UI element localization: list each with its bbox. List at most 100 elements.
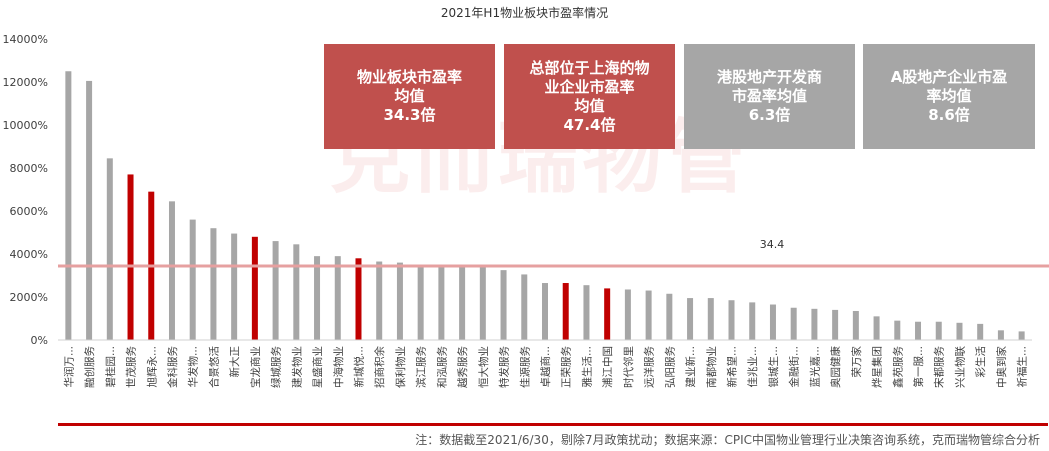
bar [189,219,196,340]
callout-line: 业企业市盈率 [544,77,635,96]
callout-line: 47.4倍 [563,115,616,134]
bar [769,304,776,340]
bar [583,285,590,340]
bar [396,262,403,340]
callout-line: 率均值 [926,87,972,105]
average-line-label: 34.4 [760,238,785,251]
stat-callout: 物业板块市盈率 均值 34.3倍 [324,44,495,149]
x-tick-label: 卓越商... [539,346,552,388]
bar [977,323,984,341]
bar [811,308,818,340]
footnote: 注：数据截至2021/6/30，剔除7月政策扰动；数据来源：CPIC中国物业管理… [415,433,1040,447]
x-tick-label: 远洋服务 [643,346,656,388]
bar [624,289,631,340]
callout-line: 总部位于上海的物 [529,58,650,77]
bar [127,174,134,340]
bar [376,261,383,340]
x-tick-label: 彩生活 [974,346,987,378]
bar [915,321,922,340]
bar [645,290,652,340]
bar [500,270,507,341]
bar [334,256,341,340]
y-tick-label: 10000% [3,119,48,132]
x-tick-label: 融创服务 [83,346,96,388]
x-tick-label: 金科服务 [166,346,179,388]
chart-title: 2021年H1物业板块市盈率情况 [440,6,609,20]
bar [355,258,362,340]
callout-line: 港股地产开发商 [716,68,822,86]
bar [790,307,797,340]
x-tick-label: 荣万家 [850,346,863,378]
bar [852,310,859,340]
bar [251,236,258,340]
y-tick-label: 4000% [10,248,48,261]
y-tick-label: 0% [31,334,48,347]
x-tick-label: 新城悦... [352,346,365,388]
x-tick-label: 浦江中国 [601,346,614,388]
x-tick-label: 华发物... [187,346,200,388]
bar [997,330,1004,340]
bar [65,71,72,340]
bar [106,158,113,340]
x-tick-label: 宝龙商业 [249,346,262,388]
bar [1018,331,1025,340]
callout-line: 均值 [394,87,425,105]
x-tick-label: 碧桂园... [104,346,117,388]
bar [935,321,942,340]
bar [728,300,735,340]
x-tick-label: 世茂服务 [125,346,138,388]
y-tick-label: 8000% [10,162,48,175]
x-tick-label: 第一服... [912,346,925,388]
bar [86,80,93,341]
y-tick-label: 14000% [3,33,48,46]
bar [604,288,611,340]
bar [832,309,839,340]
callout-line: 均值 [574,96,605,115]
x-tick-label: 招商积余 [373,346,386,388]
bar [707,298,714,340]
x-tick-label: 烨星集团 [871,346,884,388]
bar [438,265,445,340]
bar [168,201,175,340]
bar [873,316,880,340]
bar [231,233,238,340]
x-tick-label: 和泓服务 [435,346,448,388]
x-tick-label: 祈福生... [1016,346,1029,388]
x-tick-label: 越秀服务 [456,346,469,388]
bar [459,265,466,340]
x-tick-label: 恒大物业 [477,346,490,388]
x-tick-label: 华润万... [62,346,75,388]
x-tick-label: 正荣服务 [560,346,573,388]
x-tick-label: 雅生活... [580,346,593,388]
x-tick-label: 鑫苑服务 [891,346,904,388]
x-tick-label: 星盛商业 [311,346,324,388]
bar [562,283,569,340]
x-tick-label: 保利物业 [394,346,407,388]
x-tick-label: 奥园健康 [829,346,842,388]
bar [542,283,548,340]
bar [749,302,756,341]
stat-callout: 港股地产开发商 市盈率均值 6.3倍 [684,44,855,149]
x-tick-label: 兴业物联 [953,346,966,388]
x-tick-label: 时代邻里 [622,346,635,388]
callout-line: 34.3倍 [383,106,436,124]
bar [687,298,694,340]
x-tick-label: 建发物业 [290,346,303,388]
bar [479,266,486,340]
x-tick-label: 佳兆业... [746,346,759,388]
bar [521,274,528,340]
callout-line: 物业板块市盈率 [356,68,462,86]
bar [314,256,321,340]
x-tick-label: 南都物业 [705,346,718,388]
x-tick-label: 建业新... [684,346,697,388]
y-tick-label: 2000% [10,291,48,304]
callout-line: A股地产企业市盈 [890,68,1008,86]
stat-callout: 总部位于上海的物 业企业市盈率 均值 47.4倍 [504,44,675,149]
x-tick-label: 银城生... [767,346,780,388]
bar [293,244,300,340]
x-tick-label: 新大正 [228,346,241,378]
x-tick-label: 弘阳服务 [663,346,676,388]
x-tick-label: 合景悠活 [207,346,220,388]
y-tick-label: 12000% [3,76,48,89]
